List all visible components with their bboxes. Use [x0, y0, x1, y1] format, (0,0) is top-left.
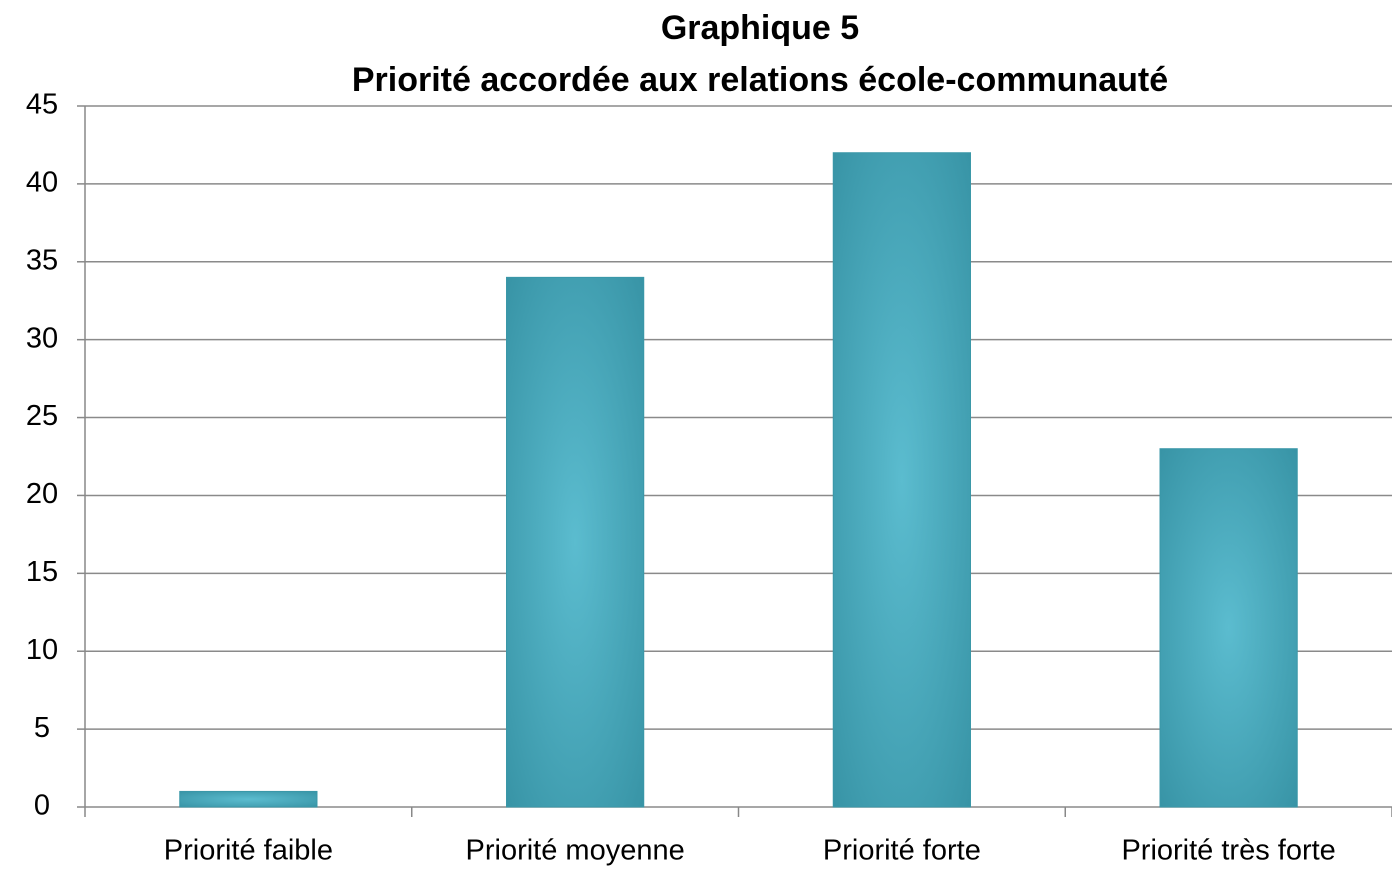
chart-title: Graphique 5	[661, 9, 859, 47]
y-tick-label: 20	[26, 478, 58, 510]
y-tick-label: 30	[26, 322, 58, 354]
y-tick-label: 40	[26, 167, 58, 199]
bar	[1159, 448, 1298, 808]
bar	[506, 276, 645, 808]
bar	[179, 790, 318, 808]
y-tick-label: 15	[26, 556, 58, 588]
bar	[832, 152, 971, 808]
chart-subtitle: Priorité accordée aux relations école-co…	[352, 61, 1168, 99]
y-tick-label: 0	[34, 790, 50, 822]
y-tick-label: 5	[34, 712, 50, 744]
x-tick-label: Priorité forte	[823, 835, 981, 867]
x-tick-label: Priorité moyenne	[466, 835, 685, 867]
y-tick-label: 35	[26, 244, 58, 276]
y-tick-label: 10	[26, 634, 58, 666]
x-tick-label: Priorité faible	[164, 835, 333, 867]
x-tick-label: Priorité très forte	[1121, 835, 1335, 867]
y-tick-label: 25	[26, 400, 58, 432]
y-tick-label: 45	[26, 89, 58, 121]
